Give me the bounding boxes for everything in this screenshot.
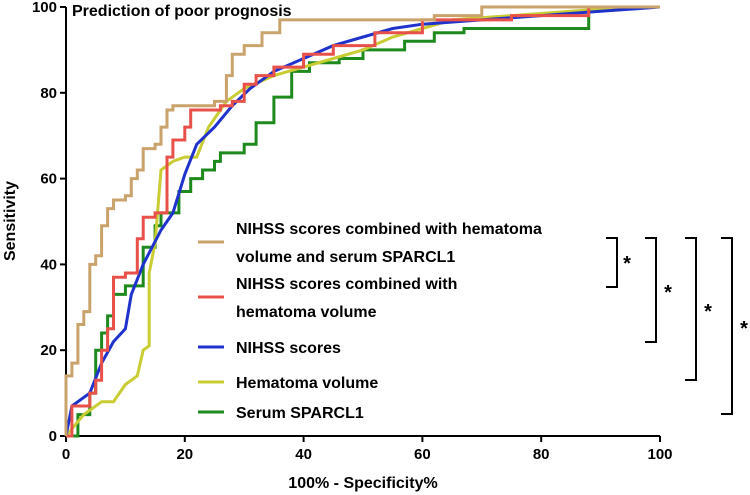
x-tick-label: 100 [647,446,672,463]
y-tick-label: 100 [32,0,57,16]
y-tick-label: 20 [40,342,57,359]
significance-marker-2: * [704,301,712,323]
y-tick-label: 40 [40,256,57,273]
legend-label-2: NIHSS scores [236,340,341,357]
significance-marker-0: * [623,253,631,275]
series-line-0 [64,5,660,436]
legend-label-3: Hematoma volume [236,375,378,392]
significance-marker-3: * [740,318,748,340]
x-tick-label: 20 [176,446,193,463]
x-axis-label: 100% - Specificity% [288,475,437,492]
significance-marker-1: * [664,282,672,304]
x-tick-label: 60 [414,446,431,463]
chart-title: Prediction of poor prognosis [72,3,292,20]
y-tick-label: 0 [49,428,57,445]
legend-label-4: Serum SPARCL1 [236,405,364,422]
y-axis-label: Sensitivity [2,181,19,261]
axes: 0 20 40 60 80 100 0 20 40 60 80 100 [32,0,673,463]
significance-brackets: * * * * [606,237,748,415]
significance-bracket-0 [606,237,618,288]
significance-bracket-2 [685,237,697,381]
legend: NIHSS scores combined with hematoma volum… [198,221,542,422]
legend-label-1: NIHSS scores combined with hematoma volum… [236,276,457,321]
legend-label-0: NIHSS scores combined with hematoma volum… [236,221,542,266]
x-tick-label: 0 [62,446,70,463]
series-layer [64,5,661,438]
y-tick-label: 60 [40,171,57,188]
significance-bracket-3 [721,237,733,415]
x-tick-label: 80 [533,446,550,463]
series-line-1 [66,5,660,438]
y-tick-label: 80 [40,85,57,102]
x-tick-label: 40 [295,446,312,463]
significance-bracket-1 [645,237,657,343]
